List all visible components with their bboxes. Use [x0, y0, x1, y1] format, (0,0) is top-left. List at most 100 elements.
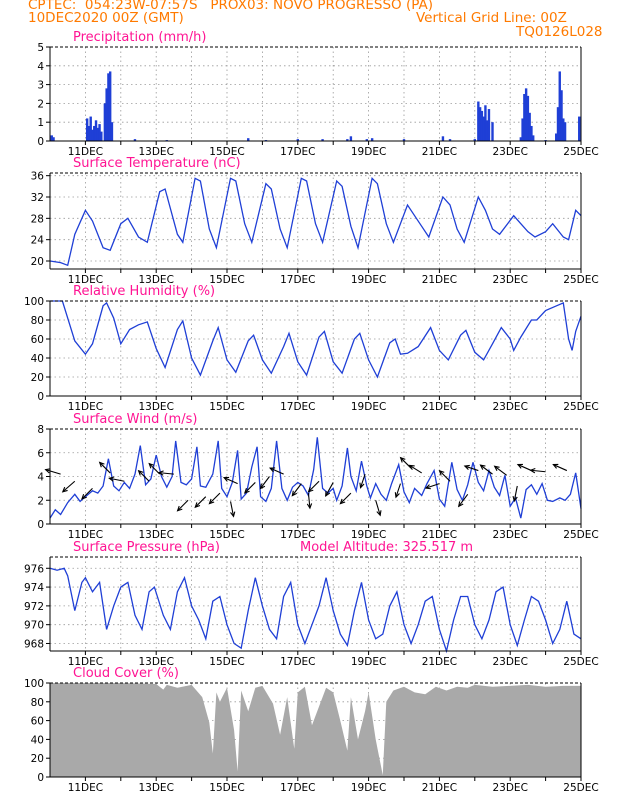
pres-xtick-label: 25DEC — [563, 656, 598, 668]
wind-title: Surface Wind (m/s) — [73, 412, 197, 427]
wind-vector-head — [194, 502, 201, 509]
cloud-xtick-label: 19DEC — [351, 782, 386, 794]
header-line1: CPTEC: 054:23W-07:57S PROX03: NOVO PROGR… — [28, 0, 433, 13]
precip-bar — [133, 139, 137, 141]
wind-ytick-label: 2 — [37, 495, 44, 507]
wind-vector — [177, 499, 189, 512]
precip-bar — [480, 110, 484, 141]
header-model-id: TQ0126L028 — [516, 24, 603, 40]
wind-vector — [109, 477, 125, 482]
cloud-xtick-label: 11DEC — [68, 782, 103, 794]
wind-vector-head — [493, 465, 500, 472]
wind-vector-head — [376, 510, 382, 517]
pres-line — [49, 567, 582, 654]
rh-xtick-label: 21DEC — [422, 401, 457, 413]
wind-line — [49, 437, 582, 519]
wind-vector-head — [243, 488, 250, 494]
wind-vector — [138, 470, 150, 482]
precip-bar — [556, 107, 560, 141]
precip-bar — [562, 118, 565, 141]
precip-bar — [50, 135, 53, 141]
wind-vector-head — [512, 496, 518, 503]
wind-panel: 0 2 4 6 8 11DEC 13DEC 15DEC 17DEC 19DEC 21DEC 23DEC… — [37, 412, 598, 541]
wind-vector-head — [552, 463, 559, 469]
rh-panel: 0 20 40 60 80 100 11DEC 13DEC 15DEC 17DEC 19DEC 21D… — [24, 284, 599, 413]
wind-vector — [99, 462, 111, 474]
wind-vector — [530, 469, 546, 473]
precip-xtick-label: 21DEC — [422, 146, 457, 158]
wind-ytick-label: 6 — [37, 448, 44, 460]
precip-xtick-label: 13DEC — [138, 146, 173, 158]
precip-bar — [346, 139, 349, 141]
wind-vector — [81, 487, 93, 500]
rh-xtick-label: 19DEC — [351, 401, 386, 413]
wind-vector-head — [325, 490, 331, 498]
wind-vector-head — [307, 486, 314, 493]
pres-altitude-label: Model Altitude: 325.517 m — [300, 540, 473, 555]
rh-xtick-label: 23DEC — [492, 401, 527, 413]
precip-xtick-label: 15DEC — [209, 146, 244, 158]
precip-bar — [528, 112, 531, 141]
wind-vector — [230, 501, 235, 517]
wind-vector — [45, 469, 61, 475]
precip-bar — [365, 139, 369, 141]
wind-vector — [517, 464, 532, 472]
precip-bar — [52, 137, 55, 141]
wind-vector — [375, 500, 381, 516]
precip-bar — [103, 103, 107, 141]
precip-bar — [526, 95, 530, 141]
pres-xtick-label: 17DEC — [280, 656, 315, 668]
wind-vector-head — [529, 468, 536, 474]
precip-bar — [491, 122, 494, 141]
precip-xtick-label: 17DEC — [280, 146, 315, 158]
wind-vector-head — [359, 482, 365, 489]
pres-xtick-label: 23DEC — [492, 656, 527, 668]
precip-ytick-label: 5 — [37, 42, 44, 54]
cloud-xtick-label: 21DEC — [422, 782, 457, 794]
rh-ytick-label: 60 — [31, 334, 44, 346]
wind-vector — [158, 472, 174, 475]
cloud-ytick-label: 0 — [37, 772, 44, 784]
cloud-panel: 0 20 40 60 80 100 11DEC 13DEC 15DEC 17DEC 19DEC 21D… — [24, 666, 599, 794]
cloud-title: Cloud Cover (%) — [73, 666, 179, 681]
wind-vector — [439, 470, 451, 482]
temp-xtick-label: 19DEC — [351, 274, 386, 286]
wind-vector-head — [399, 456, 406, 463]
cloud-xtick-label: 23DEC — [492, 782, 527, 794]
wind-vector — [458, 493, 469, 507]
temp-ytick-label: 36 — [31, 171, 45, 183]
wind-vector-head — [81, 493, 87, 500]
rh-ytick-label: 20 — [31, 372, 44, 384]
precip-bar — [484, 105, 487, 141]
cloud-xtick-label: 13DEC — [138, 782, 173, 794]
wind-vector — [480, 464, 493, 475]
precip-bar — [519, 137, 523, 141]
rh-xtick-label: 17DEC — [280, 401, 315, 413]
precip-panel: 0 1 2 3 4 5 11DEC 13DEC 15DEC 17DEC 19DEC 21DEC 23DE… — [37, 30, 598, 158]
cloud-xtick-label: 25DEC — [563, 782, 598, 794]
precip-bar — [560, 90, 563, 141]
precip-xtick-label: 19DEC — [351, 146, 386, 158]
temp-ytick-label: 28 — [31, 213, 44, 225]
wind-vector — [464, 465, 479, 472]
wind-vector-head — [306, 503, 313, 510]
wind-vector-head — [259, 483, 266, 490]
rh-line — [50, 300, 582, 379]
wind-vector-head — [408, 464, 415, 470]
temp-xtick-label: 17DEC — [280, 274, 315, 286]
precip-bar — [87, 125, 91, 141]
precip-bar — [321, 139, 324, 141]
temp-xtick-label: 15DEC — [209, 274, 244, 286]
pres-ytick-label: 976 — [24, 563, 44, 575]
wind-xtick-label: 25DEC — [563, 529, 598, 541]
precip-bar — [402, 139, 406, 141]
precip-ytick-label: 2 — [37, 98, 44, 110]
precip-bar — [523, 94, 526, 141]
wind-vector-head — [394, 492, 400, 499]
precip-ytick-label: 3 — [37, 80, 44, 92]
cloud-ytick-label: 80 — [31, 697, 44, 709]
precip-bar — [532, 135, 535, 141]
pres-xtick-label: 11DEC — [68, 656, 103, 668]
wind-xtick-label: 13DEC — [138, 529, 173, 541]
